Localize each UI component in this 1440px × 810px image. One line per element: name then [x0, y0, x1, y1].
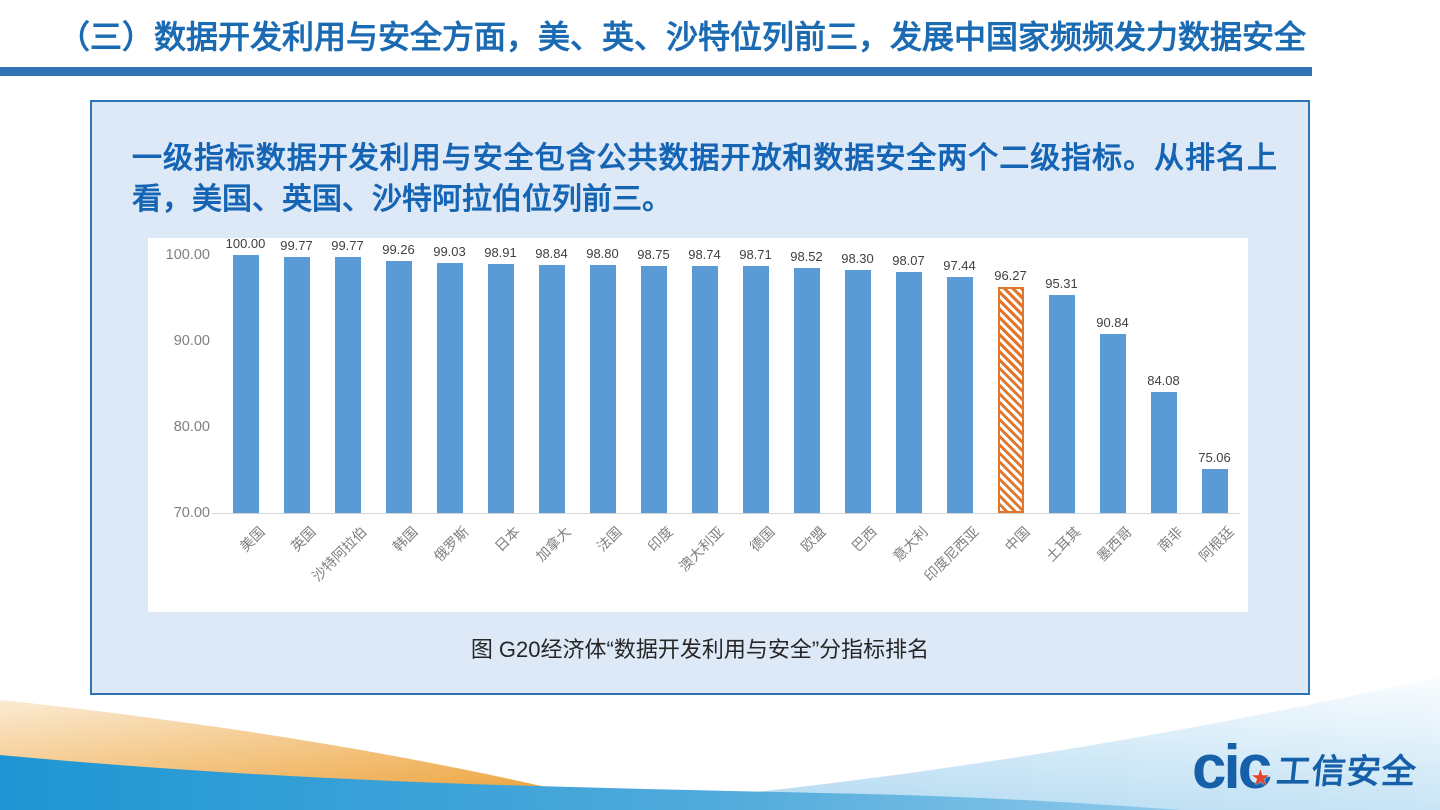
chart-bar-美国	[232, 255, 259, 513]
title-underline-bar	[0, 67, 1312, 76]
chart-bar-土耳其	[1048, 295, 1075, 513]
bar-value-label: 75.06	[1198, 450, 1231, 466]
y-axis-tick: 100.00	[165, 247, 210, 263]
chart-bar-欧盟	[793, 267, 820, 513]
bar-value-label: 100.00	[225, 236, 266, 251]
category-label: 土耳其	[1042, 523, 1084, 565]
footer-wave-decoration	[0, 677, 1440, 810]
category-label: 沙特阿拉伯	[308, 523, 370, 585]
bar-value-label: 99.26	[382, 242, 415, 258]
bar-value-label: 98.80	[586, 246, 619, 262]
category-label: 韩国	[389, 523, 421, 555]
chart-bar-印度	[640, 265, 667, 513]
bar-value-label: 98.30	[841, 250, 874, 266]
chart-bar-法国	[589, 265, 616, 513]
category-label: 印度尼西亚	[920, 523, 982, 585]
chart-bar-印度尼西亚	[946, 277, 973, 513]
cic-logo-text: cic ★	[1192, 737, 1272, 799]
chart-bar-澳大利亚	[691, 265, 718, 513]
bar-value-label: 95.31	[1045, 276, 1078, 292]
chart-caption: 图 G20经济体“数据开发利用与安全”分指标排名	[470, 637, 930, 662]
bar-value-label: 99.77	[331, 237, 364, 253]
chart-bar-巴西	[844, 269, 871, 513]
y-axis-tick: 70.00	[173, 505, 210, 521]
y-axis-tick: 80.00	[173, 419, 210, 435]
category-label: 德国	[746, 523, 778, 555]
chart-bar-英国	[283, 256, 310, 513]
category-label: 加拿大	[532, 523, 574, 565]
bar-value-label: 98.74	[688, 246, 721, 262]
chart-bar-加拿大	[538, 264, 565, 513]
bar-value-label: 97.44	[943, 258, 976, 274]
bar-value-label: 90.84	[1096, 314, 1129, 330]
chart-bar-阿根廷	[1201, 469, 1228, 513]
bar-value-label: 98.07	[892, 252, 925, 268]
bar-value-label: 98.84	[535, 245, 568, 261]
bar-value-label: 96.27	[994, 268, 1027, 284]
y-axis-tick: 90.00	[173, 333, 210, 349]
bar-value-label: 98.91	[484, 245, 517, 261]
chart-bar-德国	[742, 266, 769, 513]
category-label: 墨西哥	[1093, 523, 1135, 565]
bar-value-label: 98.75	[637, 246, 670, 262]
chart-bar-墨西哥	[1099, 333, 1126, 513]
bar-value-label: 99.77	[280, 237, 313, 253]
bar-value-label: 84.08	[1147, 372, 1180, 388]
chart-bar-意大利	[895, 271, 922, 513]
category-label: 中国	[1001, 523, 1033, 555]
blue-wave	[0, 755, 1180, 810]
category-label: 巴西	[848, 523, 880, 555]
bar-value-label: 98.71	[739, 247, 772, 263]
category-label: 阿根廷	[1195, 523, 1237, 565]
category-label: 澳大利亚	[675, 523, 727, 575]
page-title: （三）数据开发利用与安全方面，美、英、沙特位列前三，发展中国家频频发力数据安全	[58, 19, 1307, 55]
bar-chart: 100.00 90.00 80.00 70.00 100.00 美国 99.77 英国 99.7…	[148, 236, 1248, 612]
bar-value-label: 98.52	[790, 248, 823, 264]
star-icon: ★	[1250, 765, 1270, 790]
chart-bar-南非	[1150, 391, 1177, 513]
cic-logo: cic ★ 工信安全	[1192, 736, 1419, 800]
summary-text: 一级指标数据开发利用与安全包含公共数据开放和数据安全两个二级指标。从排名上看，美…	[132, 142, 1277, 217]
category-label: 印度	[644, 523, 676, 555]
category-label: 欧盟	[797, 523, 829, 555]
category-label: 意大利	[889, 523, 931, 565]
cic-letters: cic	[1192, 733, 1272, 802]
chart-bar-中国	[997, 287, 1024, 513]
chart-bar-沙特阿拉伯	[334, 256, 361, 513]
category-label: 南非	[1154, 523, 1186, 555]
category-label: 日本	[491, 523, 523, 555]
category-label: 法国	[593, 523, 625, 555]
chart-bar-俄罗斯	[436, 263, 463, 513]
x-axis-line	[212, 513, 1240, 514]
cic-logo-chinese: 工信安全	[1274, 752, 1419, 791]
chart-bar-日本	[487, 264, 514, 513]
category-label: 美国	[236, 523, 268, 555]
chart-bar-韩国	[385, 261, 412, 513]
category-label: 英国	[287, 523, 319, 555]
light-blue-wedge	[560, 677, 1440, 810]
bar-value-label: 99.03	[433, 244, 466, 260]
category-label: 俄罗斯	[430, 523, 472, 565]
content-panel: 一级指标数据开发利用与安全包含公共数据开放和数据安全两个二级指标。从排名上看，美…	[90, 100, 1310, 695]
